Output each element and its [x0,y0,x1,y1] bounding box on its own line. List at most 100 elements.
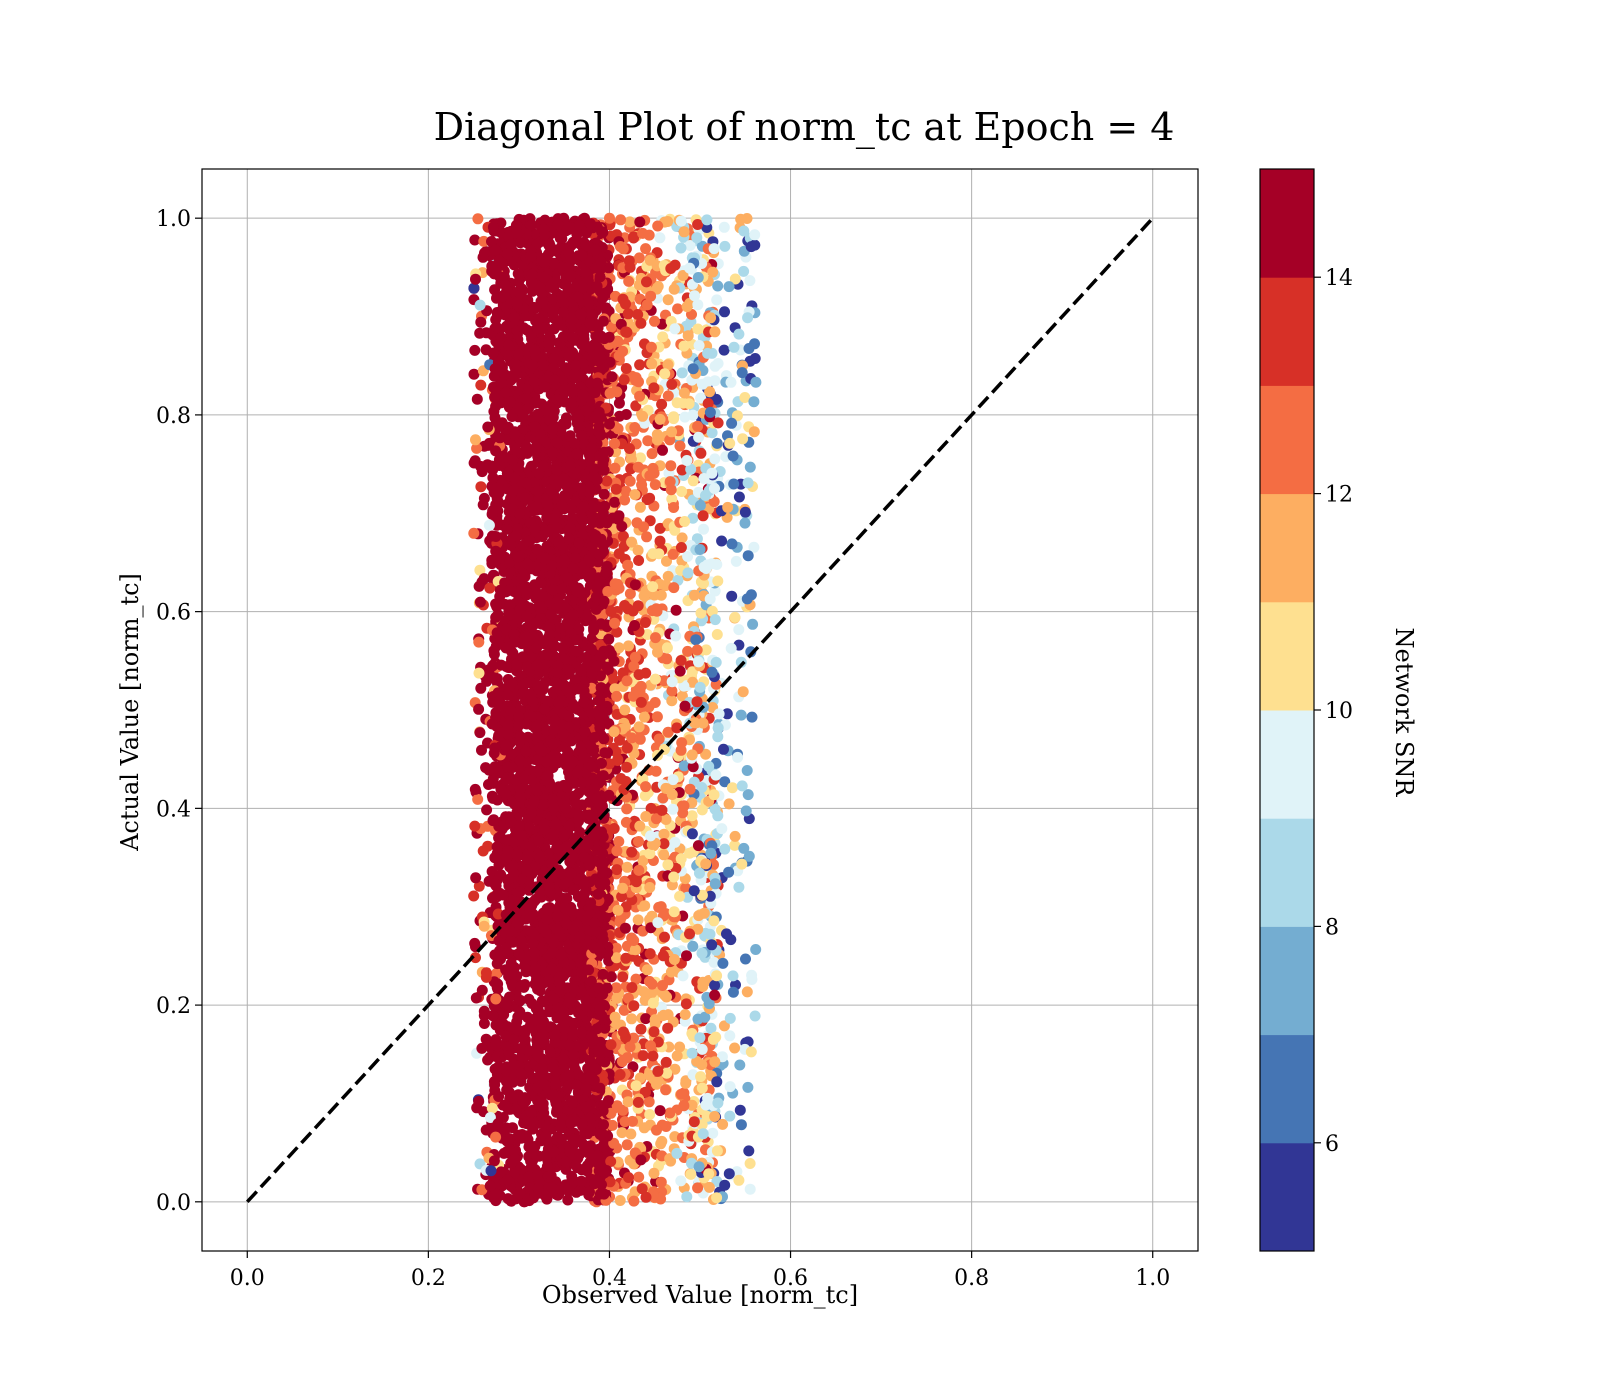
scatter-point [708,789,720,801]
scatter-point [632,1096,644,1108]
scatter-point [661,555,672,567]
scatter-point [687,409,699,421]
scatter-point [681,301,693,313]
scatter-point [668,582,680,594]
scatter-point [750,376,762,388]
scatter-point [692,272,704,283]
scatter-point [629,579,641,591]
scatter-point [730,555,742,567]
scatter-point [697,510,709,522]
scatter-point [631,517,643,529]
scatter-point [617,971,629,983]
scatter-point [719,843,731,855]
scatter-point [489,852,501,864]
scatter-point [724,1030,736,1042]
scatter-point [675,1175,687,1187]
scatter-point [486,1102,498,1114]
scatter-point [728,341,740,353]
scatter-point [478,1018,490,1029]
scatter-point [684,262,696,274]
scatter-point [634,501,646,513]
scatter-point [619,600,631,611]
scatter-point [665,966,677,978]
scatter-point [737,433,749,445]
scatter-point [684,928,695,940]
scatter-point [478,920,490,932]
scatter-point [629,422,641,433]
scatter-point [748,396,760,408]
scatter-point [694,500,706,511]
scatter-point [613,548,625,560]
scatter-point [469,783,481,795]
scatter-point [640,811,652,822]
scatter-point [701,214,713,226]
scatter-point [737,686,749,698]
scatter-point [655,1176,667,1188]
scatter-point [709,979,721,991]
scatter-point [735,656,747,668]
scatter-point [609,438,621,449]
chart-title: Diagonal Plot of norm_tc at Epoch = 4 [434,105,1175,150]
scatter-point [635,680,647,692]
scatter-point [661,653,673,665]
scatter-point [724,1110,736,1122]
scatter-point [710,769,722,781]
scatter-point [651,605,663,617]
scatter-point [484,1180,496,1192]
scatter-point [693,340,705,351]
scatter-point [654,522,666,534]
scatter-point [626,982,638,993]
scatter-point [474,299,486,311]
y-tick-label: 0.2 [156,994,191,1019]
scatter-point [646,448,658,460]
scatter-point [624,1041,636,1053]
scatter-point [679,1009,691,1020]
scatter-point [682,330,694,342]
scatter-point [716,535,728,547]
scatter-point [657,950,669,962]
scatter-point [670,604,682,616]
scatter-point [640,243,652,255]
scatter-point [742,312,754,324]
scatter-point [623,1172,634,1183]
scatter-point [736,858,748,870]
scatter-point [599,747,611,759]
scatter-point [668,413,680,425]
x-tick-label: 1.0 [1135,1266,1170,1291]
scatter-point [659,368,671,380]
scatter-point [651,711,663,723]
scatter-point [735,1119,747,1131]
scatter-point [662,859,674,871]
scatter-point [648,1167,660,1179]
scatter-point [637,1050,649,1062]
scatter-point [666,789,678,800]
scatter-point [614,1195,626,1206]
scatter-point [672,303,684,315]
scatter-point [726,782,738,794]
scatter-point [653,548,665,560]
scatter-point [654,232,666,244]
scatter-point [740,953,751,965]
scatter-point [748,541,760,553]
scatter-point [652,917,664,929]
scatter-point [615,214,627,226]
scatter-point [651,1078,662,1090]
scatter-point [733,1174,745,1186]
scatter-point [726,590,738,602]
scatter-point [668,954,680,965]
scatter-point [707,1127,719,1139]
scatter-point [691,696,703,708]
scatter-point [679,516,691,527]
scatter-point [702,347,714,359]
scatter-point [474,727,486,739]
scatter-point [613,397,625,409]
scatter-point [666,378,678,390]
scatter-point [736,367,748,379]
scatter-point [666,493,678,505]
scatter-point [718,221,730,233]
scatter-point [474,564,486,576]
scatter-point [729,839,741,851]
scatter-point [490,445,502,457]
scatter-point [478,492,490,504]
scatter-point [658,849,670,861]
